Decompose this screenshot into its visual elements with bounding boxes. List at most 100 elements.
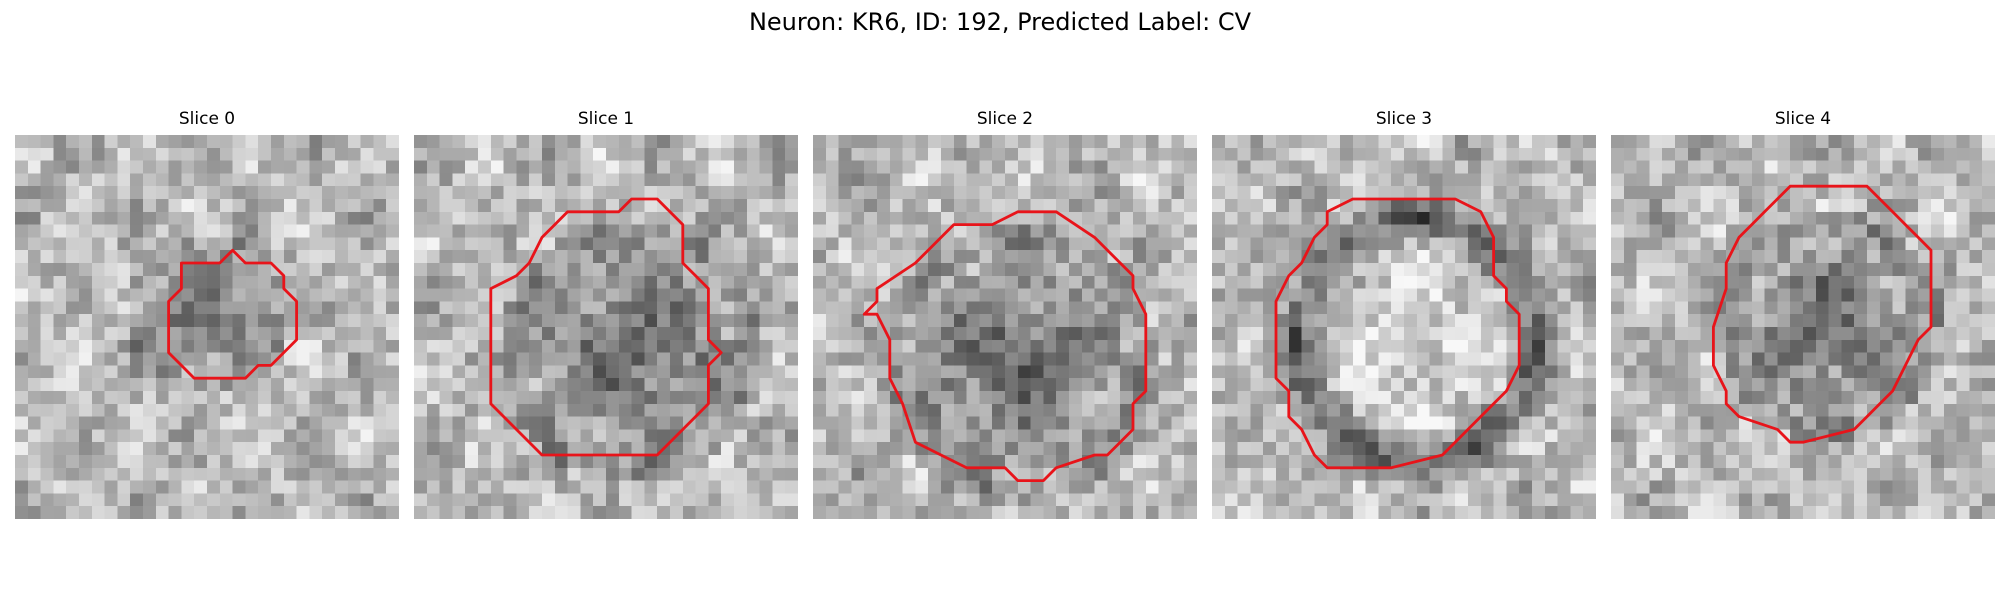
image-pixel [1081, 429, 1095, 443]
image-pixel [1212, 327, 1226, 341]
image-pixel [1301, 455, 1315, 469]
image-pixel [414, 403, 428, 417]
image-pixel [1171, 403, 1185, 417]
image-pixel [1276, 237, 1290, 251]
image-pixel [1224, 301, 1238, 315]
image-pixel [1815, 467, 1829, 481]
image-pixel [928, 173, 942, 187]
image-pixel [1493, 288, 1507, 302]
image-pixel [1557, 391, 1571, 405]
image-pixel [1751, 275, 1765, 289]
image-pixel [360, 352, 374, 366]
image-pixel [1158, 237, 1172, 251]
image-pixel [1120, 135, 1134, 149]
image-pixel [542, 493, 556, 507]
image-pixel [1918, 224, 1932, 238]
image-pixel [529, 301, 543, 315]
image-pixel [1145, 480, 1159, 494]
image-pixel [644, 455, 658, 469]
image-pixel [851, 186, 865, 200]
image-pixel [1493, 173, 1507, 187]
image-pixel [360, 199, 374, 213]
image-pixel [104, 403, 118, 417]
image-pixel [657, 288, 671, 302]
image-pixel [155, 314, 169, 328]
image-pixel [593, 199, 607, 213]
image-pixel [258, 314, 272, 328]
image-pixel [91, 275, 105, 289]
image-pixel [232, 237, 246, 251]
image-pixel [194, 263, 208, 277]
image-pixel [194, 352, 208, 366]
image-pixel [207, 160, 221, 174]
image-pixel [1005, 263, 1019, 277]
image-pixel [1378, 135, 1392, 149]
image-pixel [1043, 391, 1057, 405]
image-pixel [478, 378, 492, 392]
image-pixel [1250, 160, 1264, 174]
image-pixel [1943, 493, 1957, 507]
image-pixel [219, 352, 233, 366]
image-pixel [426, 211, 440, 225]
image-pixel [1815, 199, 1829, 213]
image-pixel [759, 199, 773, 213]
image-pixel [889, 250, 903, 264]
image-pixel [746, 275, 760, 289]
image-pixel [490, 314, 504, 328]
image-pixel [452, 506, 466, 519]
image-pixel [759, 442, 773, 456]
image-pixel [1094, 135, 1108, 149]
image-pixel [219, 365, 233, 379]
image-pixel [1378, 147, 1392, 161]
image-pixel [1391, 352, 1405, 366]
image-pixel [759, 237, 773, 251]
image-pixel [529, 365, 543, 379]
image-pixel [1327, 480, 1341, 494]
image-pixel [1815, 339, 1829, 353]
image-pixel [1956, 275, 1970, 289]
image-pixel [1212, 186, 1226, 200]
image-pixel [1623, 339, 1637, 353]
image-pixel [207, 378, 221, 392]
image-pixel [1969, 160, 1983, 174]
image-pixel [877, 263, 891, 277]
image-pixel [825, 224, 839, 238]
image-pixel [1081, 288, 1095, 302]
image-pixel [593, 263, 607, 277]
image-pixel [373, 186, 387, 200]
image-pixel [1365, 173, 1379, 187]
image-pixel [1557, 480, 1571, 494]
image-pixel [1544, 327, 1558, 341]
image-pixel [1237, 173, 1251, 187]
image-pixel [1790, 352, 1804, 366]
image-pixel [347, 493, 361, 507]
image-pixel [1739, 186, 1753, 200]
image-pixel [245, 327, 259, 341]
image-pixel [465, 314, 479, 328]
image-pixel [1854, 480, 1868, 494]
image-pixel [915, 391, 929, 405]
image-pixel [1480, 365, 1494, 379]
image-pixel [1662, 211, 1676, 225]
image-pixel [1713, 211, 1727, 225]
image-pixel [708, 250, 722, 264]
image-pixel [695, 378, 709, 392]
image-pixel [1455, 314, 1469, 328]
image-pixel [1687, 301, 1701, 315]
image-pixel [979, 378, 993, 392]
image-pixel [283, 391, 297, 405]
image-pixel [27, 391, 41, 405]
image-pixel [1133, 403, 1147, 417]
image-pixel [1237, 467, 1251, 481]
image-pixel [851, 211, 865, 225]
image-pixel [426, 378, 440, 392]
image-pixel [979, 224, 993, 238]
image-pixel [1094, 455, 1108, 469]
image-pixel [759, 429, 773, 443]
image-pixel [1544, 160, 1558, 174]
image-pixel [1184, 506, 1197, 519]
image-pixel [1081, 237, 1095, 251]
image-pixel [1506, 391, 1520, 405]
image-pixel [966, 301, 980, 315]
image-pixel [1544, 493, 1558, 507]
